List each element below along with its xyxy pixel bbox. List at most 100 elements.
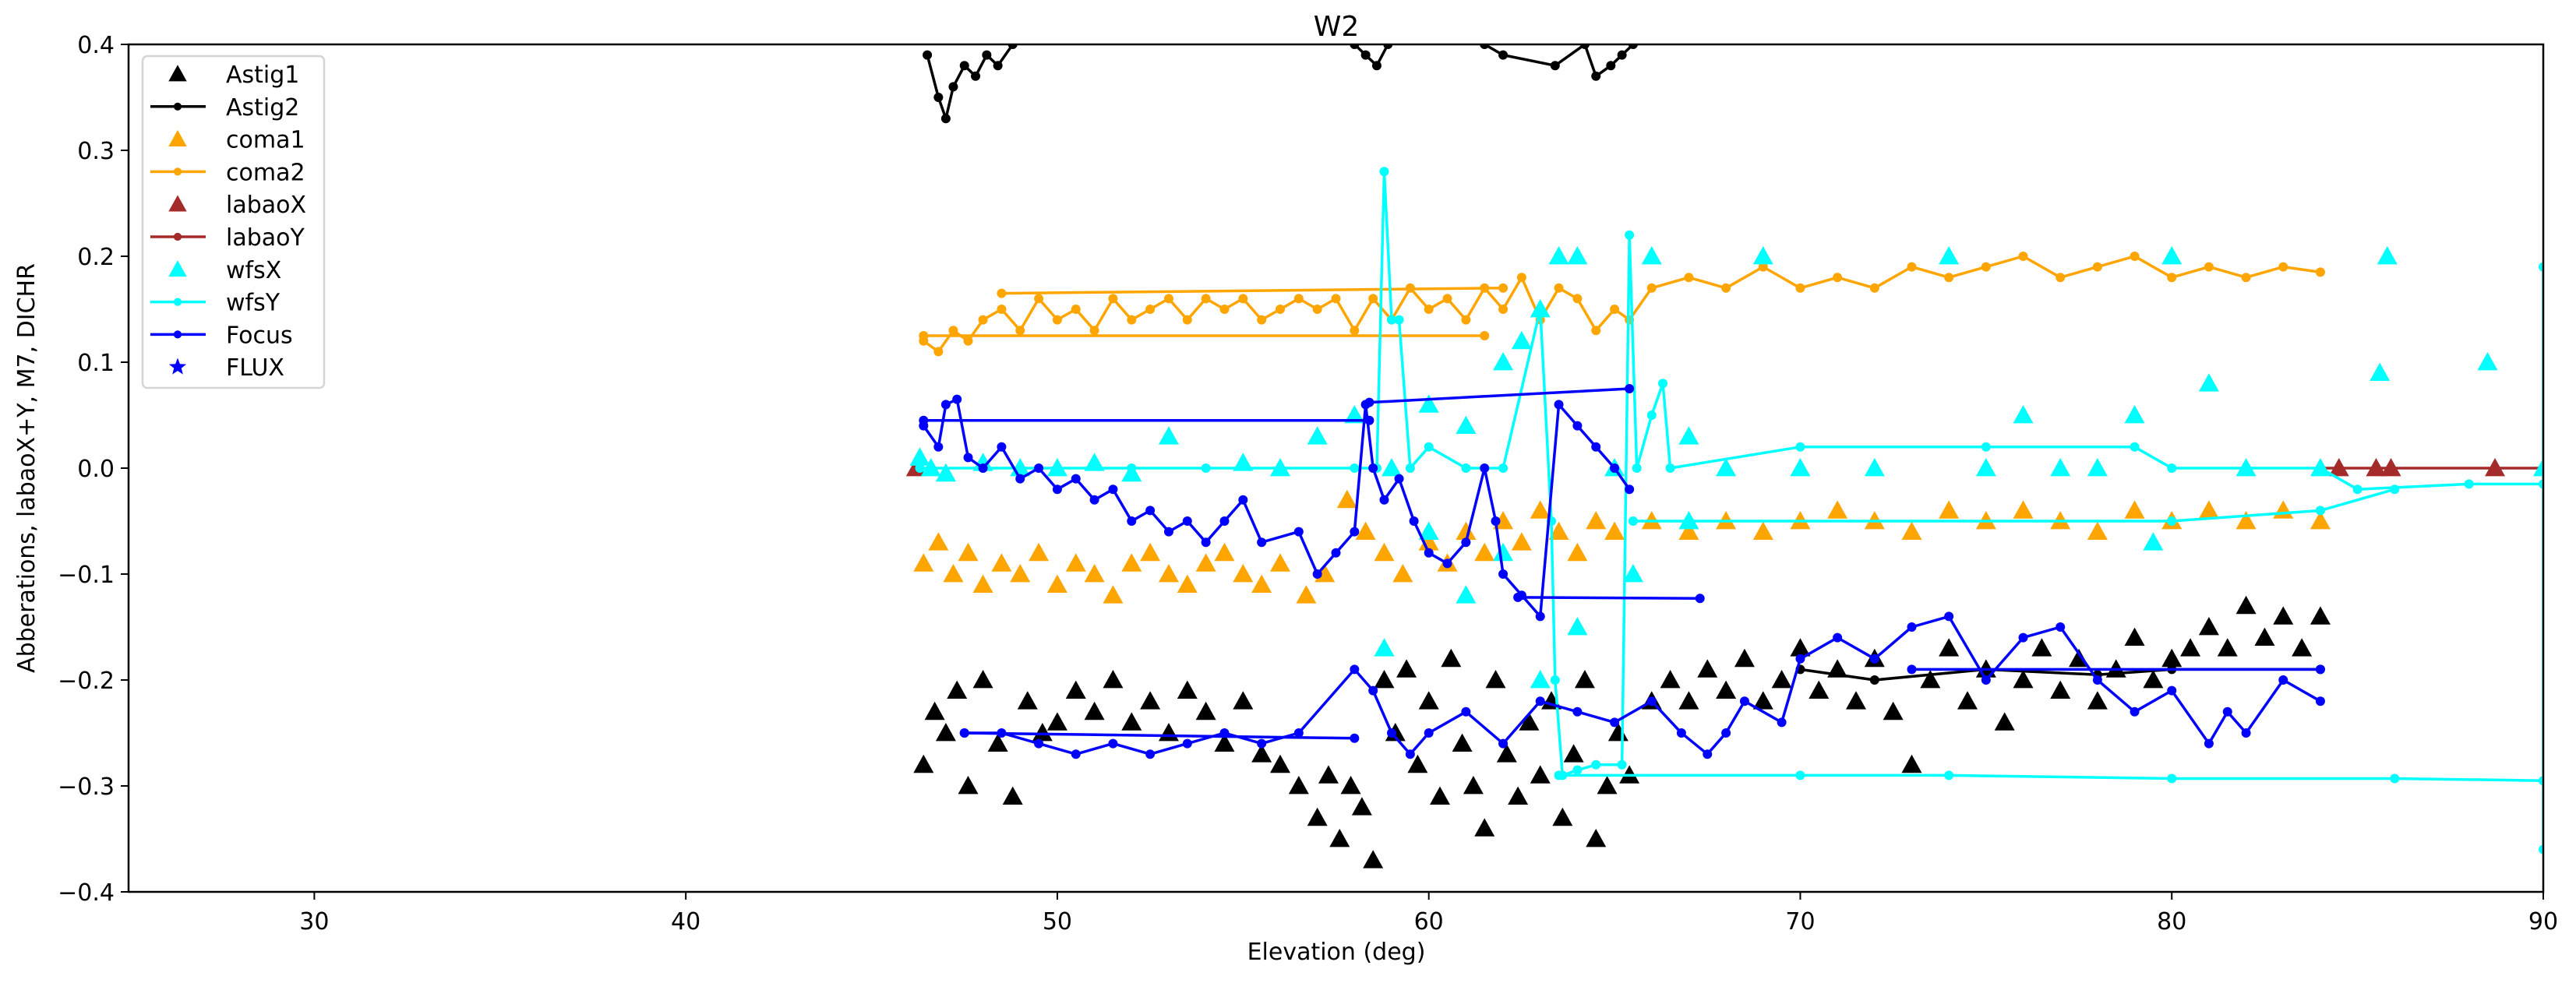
astig1-point: [1790, 638, 1811, 657]
x-axis-label: Elevation (deg): [1247, 939, 1426, 966]
coma1-point: [1604, 521, 1625, 540]
astig2-point: [1383, 44, 1393, 49]
coma2-point: [2056, 273, 2066, 283]
focus-point: [1145, 506, 1156, 516]
astig1-point: [1017, 691, 1038, 710]
astig1-point: [2310, 606, 2331, 625]
wfsy-line: [1632, 488, 2395, 523]
wfsx-point: [935, 463, 956, 482]
focus-point: [1572, 706, 1583, 717]
y-tick-label: 0.0: [77, 456, 115, 483]
focus-point: [1034, 463, 1044, 473]
coma1-point: [1548, 521, 1569, 540]
focus-point: [1145, 749, 1156, 759]
focus-point: [1721, 728, 1731, 738]
astig1-point: [1351, 797, 1372, 816]
coma1-point: [1140, 542, 1161, 562]
coma2-point: [1052, 315, 1062, 325]
focus-point: [1535, 611, 1545, 622]
focus-point: [997, 442, 1007, 452]
coma2-point: [978, 315, 988, 325]
astig1-point: [2180, 638, 2201, 657]
focus-point: [1312, 569, 1322, 579]
legend-label: labaoX: [226, 192, 306, 219]
astig2-point: [1869, 675, 1879, 685]
wfsy-point: [1461, 463, 1471, 473]
wfsx-point: [2124, 405, 2145, 424]
focus-point: [1201, 537, 1211, 548]
legend-item-coma1: coma1: [168, 127, 305, 154]
y-axis-label: Abberations, labaoX+Y, M7, DICHR: [13, 263, 41, 673]
focus-point: [1368, 685, 1378, 696]
astig1-point: [1269, 754, 1290, 773]
focus-point: [1387, 728, 1397, 738]
coma1-point: [1010, 564, 1031, 583]
astig2-point: [1480, 44, 1490, 49]
coma2-point: [1572, 294, 1583, 304]
focus-point: [1405, 749, 1415, 759]
legend-marker: [173, 298, 182, 306]
astig1-point: [1485, 670, 1506, 689]
focus-point: [2204, 738, 2214, 749]
coma1-point: [928, 532, 949, 551]
wfsx-point: [1493, 352, 1514, 371]
focus-point: [1293, 527, 1304, 537]
coma1-point: [1158, 564, 1179, 583]
coma2-point: [1293, 294, 1304, 304]
focus-point: [1777, 717, 1787, 728]
coma2-point: [1127, 315, 1137, 325]
coma2-point: [1219, 305, 1230, 314]
wfsx-point: [1233, 453, 1254, 471]
wfsy-point: [2315, 463, 2325, 473]
wfsy-point: [1632, 463, 1642, 473]
y-tick-label: 0.1: [77, 350, 115, 377]
astig1-point: [1678, 691, 1699, 710]
focus-point: [1498, 569, 1509, 579]
legend-label: labaoY: [226, 224, 305, 252]
coma2-point: [2092, 262, 2102, 272]
focus-point: [1625, 384, 1635, 393]
astig1-point: [1920, 670, 1941, 689]
coma2-point: [1480, 331, 1490, 340]
wfsx-point: [1456, 585, 1477, 604]
focus-point: [1364, 397, 1374, 407]
wfsy-point: [1617, 759, 1627, 770]
legend-label: wfsY: [226, 290, 281, 317]
x-tick-label: 80: [2157, 908, 2186, 935]
astig1-point: [947, 680, 968, 699]
focus-point: [1610, 463, 1620, 473]
coma2-point: [963, 336, 973, 346]
wfsy-point: [1275, 463, 1285, 473]
focus-point: [952, 394, 962, 404]
coma2-point: [1350, 326, 1360, 336]
astig1-point: [2050, 680, 2071, 699]
focus-point: [1182, 738, 1192, 749]
astig1-point: [2087, 691, 2108, 710]
wfsy-point: [1628, 516, 1638, 526]
astig1-point: [1340, 776, 1361, 795]
focus-point: [1368, 463, 1378, 473]
legend-marker: [168, 260, 187, 277]
wfsx-point: [1307, 426, 1328, 445]
wfsx-point: [2143, 532, 2164, 551]
focus-point: [1739, 696, 1749, 706]
focus-point: [1535, 696, 1545, 706]
legend-label: wfsX: [226, 257, 281, 284]
coma1-point: [2198, 500, 2219, 519]
legend-label: Focus: [226, 322, 293, 349]
coma2-point: [1034, 294, 1044, 304]
focus-point: [1127, 516, 1137, 526]
focus-point: [1833, 632, 1843, 643]
focus-point: [1625, 484, 1635, 495]
focus-point: [963, 453, 973, 463]
wfsx-point: [1344, 405, 1365, 424]
legend-label: Astig2: [226, 94, 299, 122]
legend-marker: [173, 330, 182, 339]
coma2-point: [2315, 267, 2325, 277]
wfsy-point: [1405, 463, 1415, 473]
focus-line: [1518, 596, 1700, 601]
focus-point: [1610, 717, 1620, 728]
wfsx-point: [1939, 246, 1960, 265]
focus-point: [1795, 654, 1805, 664]
focus-point: [1350, 664, 1360, 675]
